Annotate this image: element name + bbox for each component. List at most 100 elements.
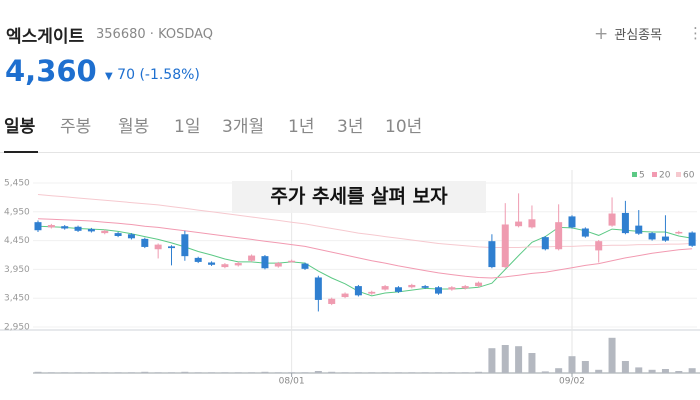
candle-body — [141, 238, 149, 247]
y-tick-label: 2,950 — [4, 323, 30, 333]
tab[interactable]: 3개월 — [222, 117, 265, 137]
volume-bar — [314, 371, 322, 373]
volume-bar — [541, 371, 549, 373]
volume-bar — [394, 372, 402, 373]
tab[interactable]: 3년 — [337, 117, 364, 137]
volume-bar — [101, 372, 109, 373]
candle-body — [261, 256, 269, 269]
candle-body — [541, 237, 549, 250]
volume-bar — [154, 372, 162, 373]
candle-body — [194, 257, 202, 262]
tab[interactable]: 월봉 — [118, 117, 150, 137]
more-menu[interactable]: ⋮ — [688, 24, 700, 42]
candle-body — [274, 263, 282, 267]
volume-bar — [368, 372, 376, 373]
candle-body — [221, 264, 229, 268]
candle-body — [101, 230, 109, 234]
watch-button[interactable]: + 관심종목 — [594, 24, 662, 44]
volume-bar — [528, 353, 536, 373]
candle-body — [608, 213, 616, 226]
candle-body — [448, 287, 456, 290]
candle-body — [394, 287, 402, 292]
volume-bar — [168, 372, 175, 373]
y-tick-label: 5,450 — [4, 179, 30, 189]
y-tick-label: 4,950 — [4, 207, 30, 217]
volume-bar — [221, 372, 229, 373]
volume-bar — [248, 372, 256, 373]
candle-body — [408, 284, 416, 288]
volume-bar — [127, 372, 135, 373]
candle-body — [501, 224, 509, 268]
candle-body — [288, 260, 296, 263]
separator: · — [149, 27, 154, 42]
volume-bar — [87, 372, 95, 373]
watch-label: 관심종목 — [614, 28, 663, 43]
legend-label: 60 — [683, 171, 695, 181]
tab-underline — [4, 151, 38, 153]
candle-body — [381, 286, 389, 290]
candle-body — [528, 219, 536, 228]
candle-body — [595, 241, 603, 251]
candle-body — [368, 291, 376, 294]
candle-body — [74, 226, 82, 231]
volume-bar — [114, 372, 122, 373]
volume-bar — [301, 372, 309, 373]
candle-body — [661, 236, 669, 241]
volume-bar — [635, 367, 643, 373]
candle-body — [234, 263, 242, 266]
candle-body — [421, 286, 429, 288]
volume-bar — [595, 369, 603, 373]
volume-bar — [47, 372, 55, 373]
legend-label: 20 — [659, 171, 671, 181]
candle-body — [34, 222, 42, 231]
volume-bar — [408, 372, 416, 373]
candle-body — [47, 225, 55, 228]
tab[interactable]: 일봉 — [4, 117, 36, 137]
volume-bar — [74, 372, 82, 373]
volume-bar — [34, 371, 42, 373]
candle-body — [301, 263, 309, 269]
candle-body — [635, 225, 643, 234]
candle-body — [114, 233, 122, 236]
candle-body — [181, 234, 189, 257]
chart-title: 주가 추세를 살펴 보자 — [270, 186, 448, 208]
tab[interactable]: 10년 — [385, 117, 423, 137]
market: KOSDAQ — [158, 27, 214, 42]
tab[interactable]: 1년 — [288, 117, 315, 137]
volume-bar — [194, 372, 202, 373]
volume-bar — [581, 361, 589, 373]
volume-bar — [341, 372, 349, 373]
volume-bar — [448, 372, 456, 373]
volume-bar — [181, 371, 189, 373]
volume-bar — [475, 371, 483, 373]
volume-bar — [354, 372, 362, 373]
volume-bar — [608, 337, 616, 373]
legend-swatch — [676, 172, 681, 177]
candle-body — [675, 231, 683, 234]
volume-bar — [61, 372, 69, 373]
volume-bar — [648, 369, 656, 373]
volume-bar — [261, 371, 269, 373]
candle-body — [328, 298, 336, 304]
price-change: ▼ 70 (-1.58%) — [105, 67, 200, 83]
tab[interactable]: 주봉 — [60, 117, 92, 137]
volume-bar — [621, 361, 629, 373]
ma-line — [37, 218, 693, 279]
stock-meta: 356680 · KOSDAQ — [96, 27, 213, 42]
x-tick-label: 08/01 — [279, 377, 305, 387]
candle-body — [555, 222, 563, 250]
tab[interactable]: 1일 — [174, 117, 201, 137]
legend-swatch — [652, 172, 657, 177]
volume-bar — [568, 356, 576, 373]
candle-body — [314, 277, 322, 300]
divider — [0, 152, 700, 153]
title-box — [232, 181, 486, 213]
candle-body — [488, 241, 496, 268]
volume-bar — [141, 371, 149, 373]
legend-label: 5 — [639, 171, 645, 181]
volume-bar — [274, 372, 282, 373]
volume-bar — [661, 369, 669, 373]
candle-body — [581, 228, 589, 237]
candle-body — [61, 226, 69, 229]
